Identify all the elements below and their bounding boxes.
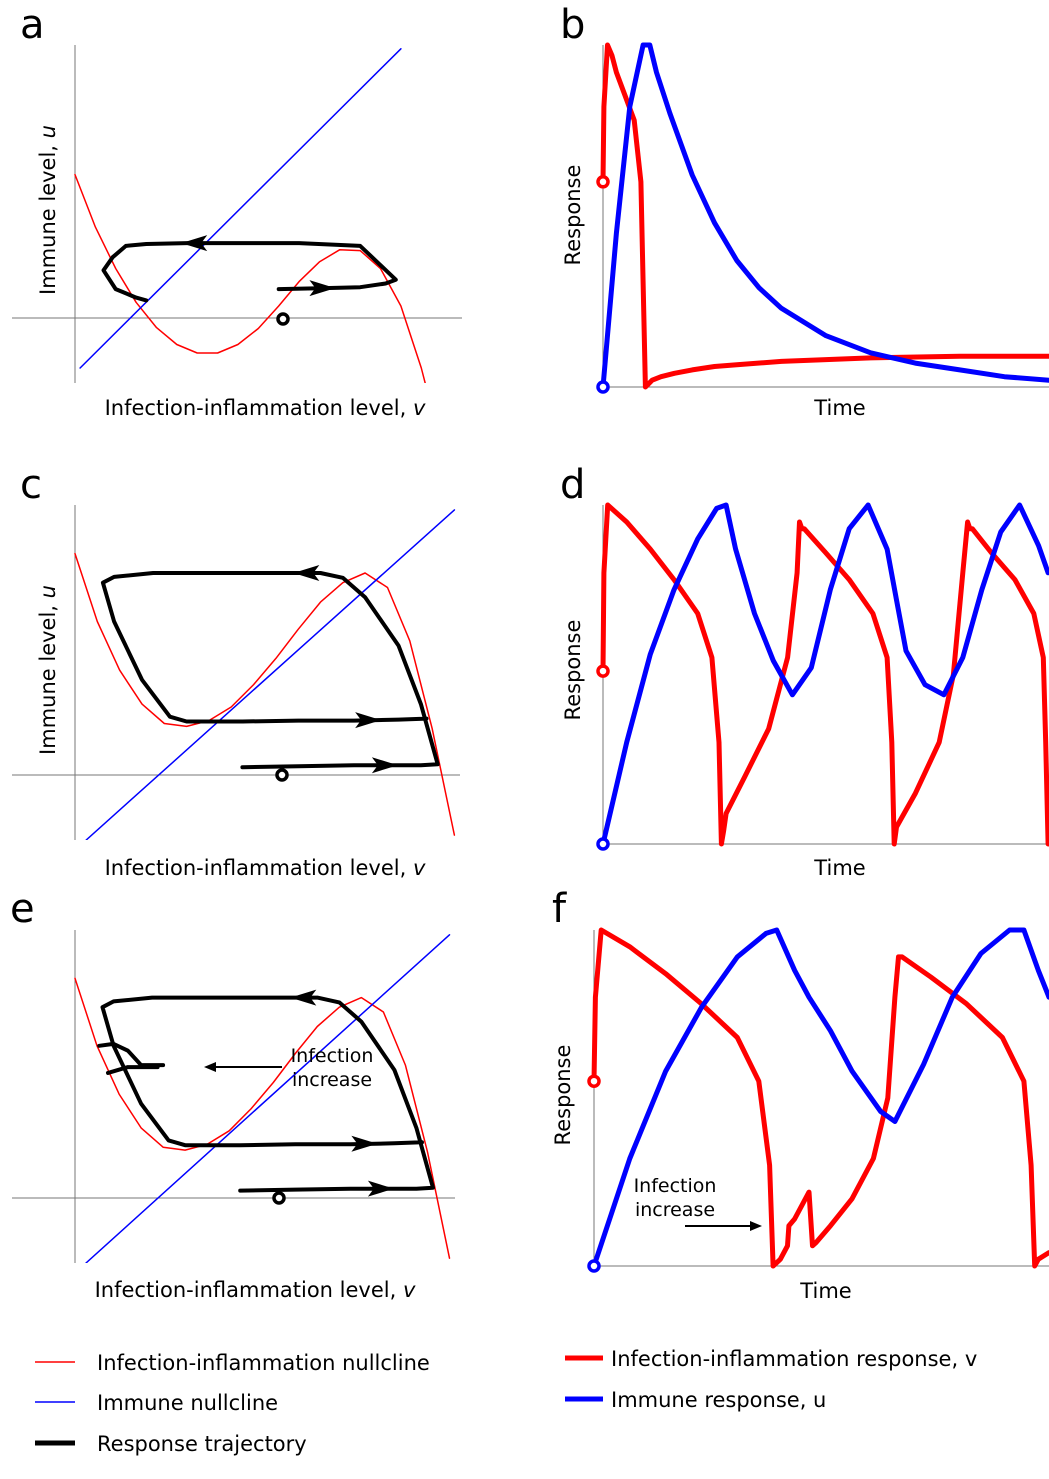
panel-letter-b: b [560,2,585,48]
trajectory-arrow [355,712,382,729]
plot-area [74,934,451,1263]
infection-response-line [600,502,1049,847]
panel-letter-c: c [20,462,42,508]
legend-label: Infection-inflammation nullcline [97,1351,430,1375]
immune-nullcline [85,934,451,1263]
x-axis-label: Time [813,856,865,880]
x-axis-symbol: v [413,856,426,880]
annotation-text: increase [635,1199,715,1221]
response-trajectory [100,995,435,1193]
panel-a: a Infection-inflammation level, v Immune l… [12,2,462,420]
infection-nullcline [74,977,451,1259]
y-axis-label: Immune level, u [36,125,60,295]
y-axis-label: Response [561,165,585,266]
infection-nullcline [74,552,456,836]
immune-nullcline [79,48,402,369]
trajectory-arrow [351,1135,378,1152]
x-axis-symbol: v [403,1278,416,1302]
infection-response-line [600,42,1049,390]
x-axis-symbol: v [413,396,426,420]
panel-d: d Time Response [560,462,1049,880]
annotation-text: increase [292,1069,372,1091]
legend-label: Immune nullcline [97,1391,278,1415]
x-axis-label: Infection-inflammation level, v [105,856,426,880]
immune-response-line [600,42,1049,390]
y-axis-label: Response [551,1045,575,1146]
immune-start-marker [596,837,610,851]
legend-label: Infection-inflammation response, v [611,1347,977,1371]
trajectory-start-marker [275,768,289,782]
response-trajectory [100,571,440,770]
plot-area [74,48,426,383]
panel-letter-f: f [552,886,567,932]
immune-start-marker [596,380,610,394]
trajectory-arrow [290,989,317,1006]
trajectory-arrow [293,564,320,581]
panel-letter-a: a [20,2,45,48]
infection-start-marker [587,1074,601,1088]
infection-start-marker [596,664,610,678]
immune-response-line [600,502,1049,847]
immune-start-marker [587,1259,601,1273]
response-trajectory [101,241,398,303]
x-axis-label: Infection-inflammation level, v [105,396,426,420]
legend-label: Response trajectory [97,1432,307,1456]
annotation-arrowhead [750,1221,762,1231]
trajectory-arrow [181,235,208,252]
legend: Infection-inflammation nullcline Immune n… [35,1347,977,1456]
y-axis-symbol: u [36,125,60,138]
x-axis-label: Time [799,1279,851,1303]
trajectory-arrow [371,757,398,774]
panel-letter-d: d [560,462,585,508]
infection-start-marker [596,175,610,189]
trajectory-arrow [309,280,336,297]
panel-c: c Infection-inflammation level, v Immune l… [12,462,460,880]
y-axis-label: Immune level, u [36,585,60,755]
annotation-text: Infection [291,1045,374,1067]
infection-response-line [591,927,1049,1269]
panel-b: b Time Response [560,2,1049,420]
perturbation-branch [97,1041,166,1068]
trajectory-start-marker [272,1191,286,1205]
plot-area [74,509,456,840]
legend-label: Immune response, u [611,1388,826,1412]
trajectory-start-marker [276,312,290,326]
immune-nullcline [85,509,456,840]
trajectory-arrow [367,1180,394,1197]
x-axis-label: Time [813,396,865,420]
annotation-text: Infection [634,1175,717,1197]
annotation-arrowhead [204,1062,216,1072]
immune-response-line [591,927,1049,1269]
panel-letter-e: e [10,886,35,932]
x-axis-label: Infection-inflammation level, v [95,1278,416,1302]
y-axis-label: Response [561,620,585,721]
y-axis-symbol: u [36,585,60,598]
perturbation-branch [106,1065,160,1075]
infection-nullcline [74,173,426,383]
